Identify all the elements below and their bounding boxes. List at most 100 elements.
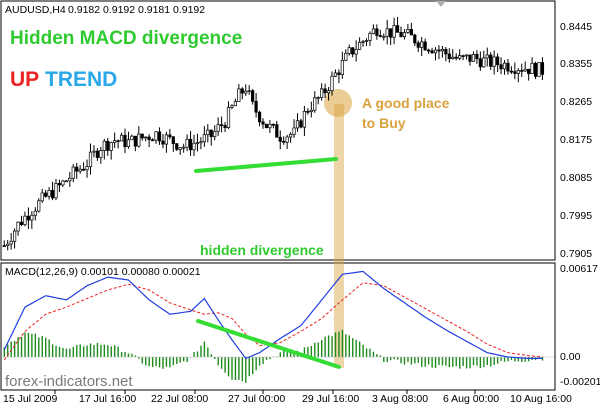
- close-value: 0.9192: [173, 4, 205, 16]
- candle: [416, 42, 420, 48]
- histogram-bar: [379, 355, 382, 357]
- histogram-bar: [45, 337, 47, 357]
- trend-word-up: UP: [10, 68, 39, 91]
- histogram-bar: [214, 357, 216, 360]
- candle: [351, 47, 355, 55]
- candle: [113, 140, 117, 143]
- candle: [102, 140, 106, 151]
- histogram-bar: [452, 357, 454, 367]
- time-label-5: 3 Aug 08:00: [372, 393, 428, 405]
- candle: [292, 127, 296, 135]
- candle: [540, 62, 545, 75]
- histogram-bar: [110, 346, 112, 357]
- candle: [57, 183, 62, 186]
- candle: [458, 55, 462, 59]
- macd-divergence-line: [196, 319, 341, 369]
- histogram-bar: [245, 357, 247, 383]
- candle: [275, 124, 279, 138]
- histogram-bar: [172, 357, 175, 366]
- candle: [106, 140, 110, 151]
- candle: [33, 210, 37, 216]
- candle: [175, 143, 179, 150]
- candle: [406, 29, 410, 33]
- candle: [485, 54, 489, 59]
- histogram-bar: [155, 357, 157, 367]
- candle: [402, 32, 407, 38]
- histogram-bar: [410, 357, 413, 365]
- histogram-bar: [165, 357, 168, 367]
- histogram-bar: [438, 357, 440, 366]
- candle: [489, 54, 493, 67]
- buy-label-line-2: to Buy: [362, 115, 406, 131]
- histogram-bar: [479, 357, 482, 369]
- histogram-bar: [120, 352, 123, 357]
- candle: [471, 53, 476, 62]
- histogram-bar: [517, 357, 520, 362]
- histogram-bar: [445, 357, 447, 366]
- candle: [50, 189, 55, 199]
- candle: [468, 54, 472, 62]
- histogram-bar: [393, 357, 395, 360]
- candle: [389, 28, 393, 38]
- histogram-bar: [241, 357, 244, 382]
- histogram-bar: [69, 348, 71, 357]
- histogram-bar: [183, 357, 185, 362]
- candle: [427, 49, 431, 52]
- histogram-bar: [365, 348, 368, 357]
- histogram-bar: [127, 353, 130, 357]
- histogram-bar: [131, 353, 133, 357]
- candle: [13, 230, 17, 242]
- symbol-label: AUDUSD,H4: [5, 4, 66, 16]
- histogram-bar: [93, 345, 95, 357]
- histogram-bar: [507, 357, 509, 362]
- candle: [157, 131, 162, 142]
- time-axis: 15 Jul 2009 17 Jul 16:00 22 Jul 08:00 27…: [3, 390, 572, 405]
- macd-tick-2: -0.00201: [560, 376, 600, 388]
- low-value: 0.9181: [138, 4, 170, 16]
- buy-label-line-1: A good place: [362, 95, 450, 111]
- candle: [216, 124, 220, 132]
- histogram-bar: [234, 357, 237, 381]
- histogram-bar: [158, 357, 161, 368]
- candle: [344, 52, 348, 61]
- histogram-bar: [134, 355, 137, 357]
- histogram-bar: [414, 357, 416, 364]
- time-label-4: 29 Jul 16:00: [302, 393, 359, 405]
- candle: [354, 49, 358, 55]
- candle: [6, 243, 10, 247]
- candle: [347, 47, 351, 54]
- candle: [320, 88, 324, 98]
- histogram-bar: [224, 357, 226, 373]
- histogram-bar: [396, 357, 399, 360]
- histogram-bar: [355, 339, 357, 357]
- macd-histogram: [3, 329, 544, 383]
- candle: [295, 120, 300, 129]
- candle: [202, 134, 206, 143]
- candle: [26, 215, 30, 221]
- histogram-bar: [321, 340, 323, 357]
- histogram-bar: [141, 357, 143, 364]
- histogram-bar: [138, 357, 140, 359]
- histogram-bar: [503, 357, 506, 362]
- histogram-bar: [220, 357, 223, 369]
- candle: [182, 146, 186, 149]
- histogram-bar: [327, 335, 330, 357]
- buy-highlight-column: [334, 104, 344, 368]
- histogram-bar: [469, 357, 471, 369]
- histogram-bar: [424, 357, 426, 367]
- candle: [313, 97, 317, 111]
- candle: [330, 75, 334, 92]
- candle: [382, 35, 386, 38]
- chart-shift-marker[interactable]: [436, 1, 446, 7]
- histogram-bar: [448, 357, 451, 368]
- candle: [451, 56, 455, 59]
- histogram-bar: [176, 357, 178, 365]
- time-label-1: 17 Jul 16:00: [79, 393, 136, 405]
- time-label-2: 22 Jul 08:00: [151, 393, 208, 405]
- candle: [16, 221, 20, 232]
- candle: [364, 40, 369, 42]
- candle: [430, 50, 434, 54]
- candle: [61, 180, 65, 186]
- histogram-bar: [169, 357, 171, 368]
- candle: [75, 166, 79, 172]
